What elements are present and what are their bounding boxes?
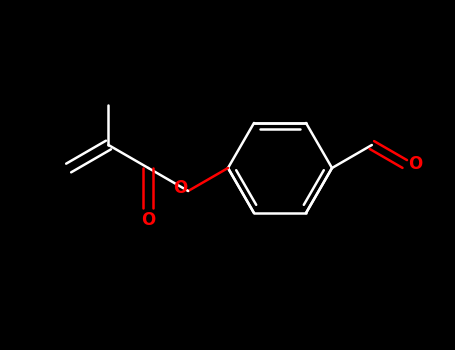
Text: O: O: [173, 179, 187, 197]
Text: O: O: [409, 155, 423, 173]
Text: O: O: [141, 211, 156, 229]
